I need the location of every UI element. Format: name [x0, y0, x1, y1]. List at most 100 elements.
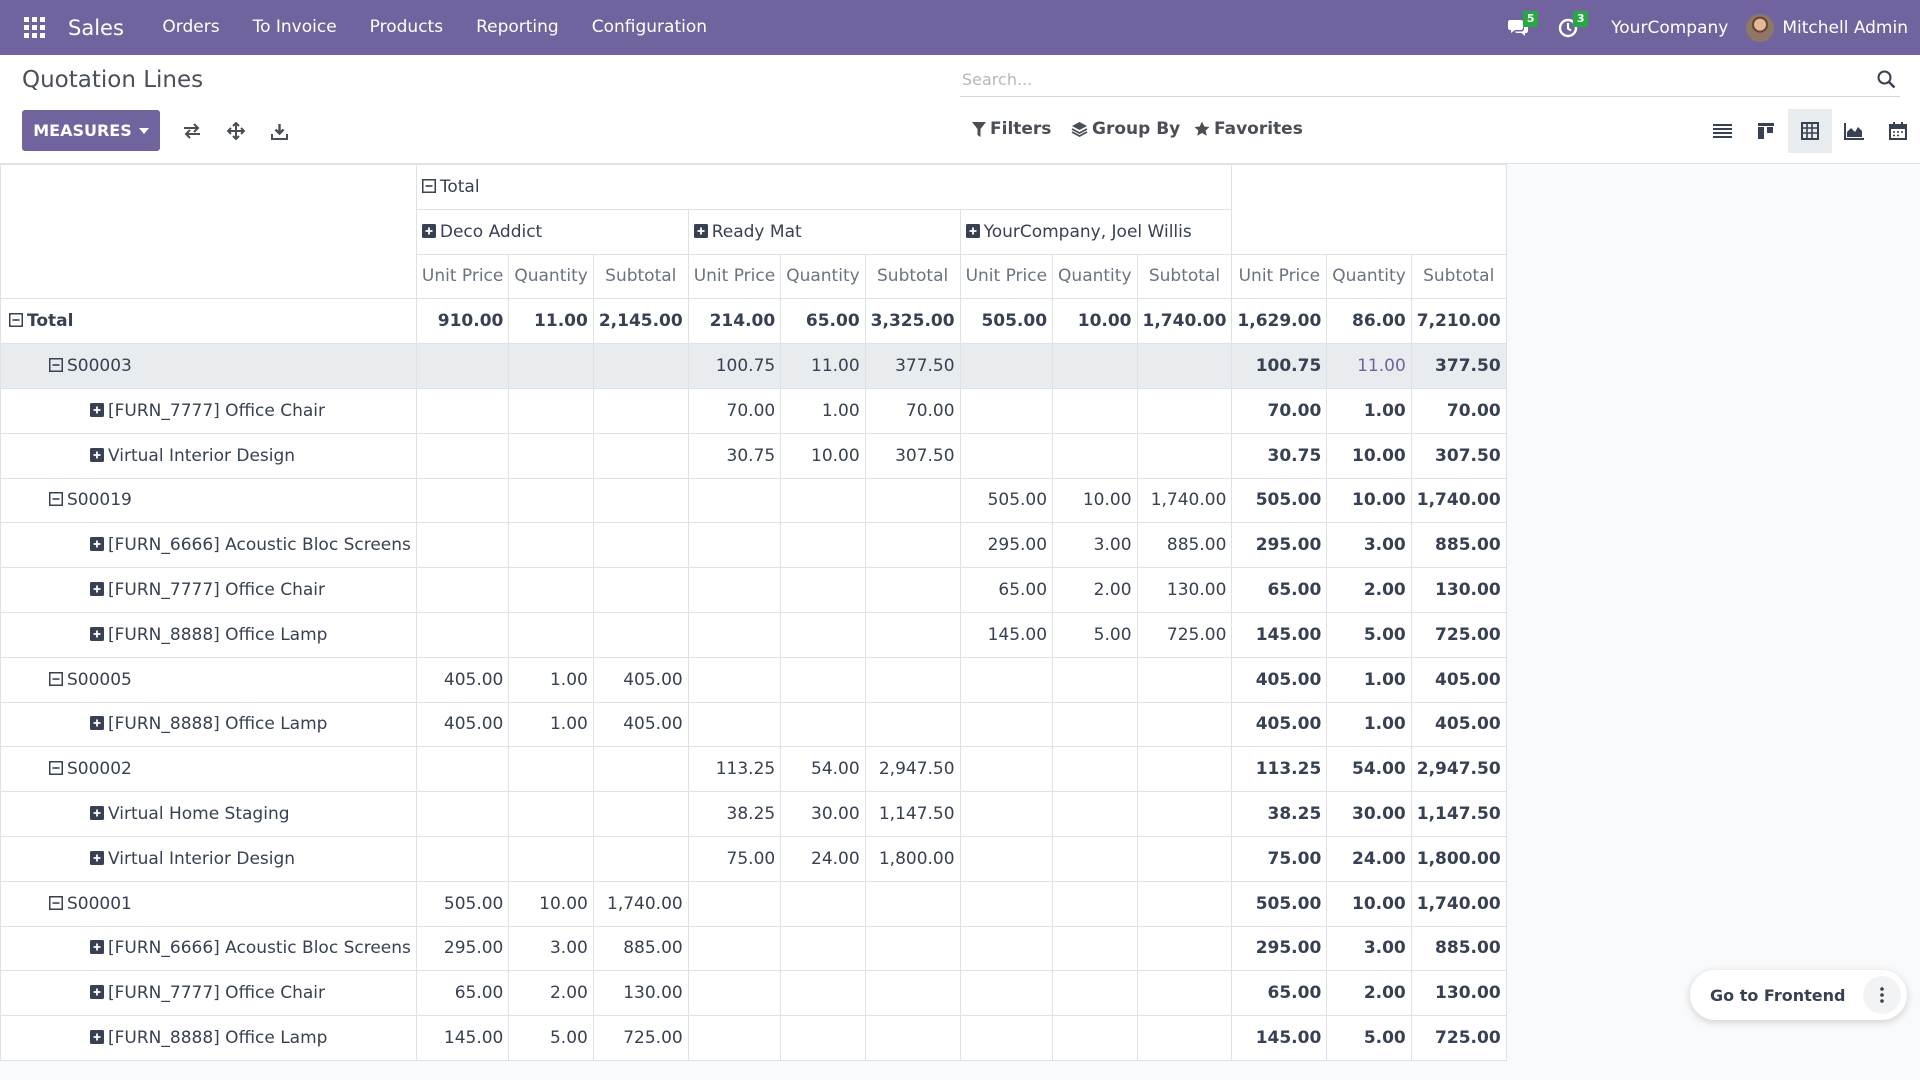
row-header[interactable]: [FURN_8888] Office Lamp: [0, 611, 417, 658]
search-input[interactable]: [960, 69, 1860, 89]
pivot-cell[interactable]: 405.00: [1231, 701, 1328, 748]
measure-header[interactable]: Unit Price: [687, 253, 782, 300]
pivot-cell[interactable]: 145.00: [415, 1015, 510, 1061]
view-kanban-button[interactable]: [1744, 109, 1788, 153]
row-header[interactable]: Virtual Interior Design: [0, 432, 417, 479]
pivot-cell[interactable]: 30.00: [1326, 791, 1412, 837]
pivot-cell[interactable]: 130.00: [1410, 970, 1507, 1017]
download-button[interactable]: [261, 115, 297, 147]
pivot-cell[interactable]: 885.00: [592, 925, 689, 972]
measure-header[interactable]: Quantity: [1052, 253, 1138, 300]
pivot-cell[interactable]: 2,145.00: [592, 298, 689, 345]
row-header[interactable]: S00001: [0, 880, 417, 927]
pivot-cell[interactable]: 1,147.50: [864, 791, 961, 837]
pivot-cell[interactable]: 1,740.00: [1410, 477, 1507, 524]
pivot-cell[interactable]: 1,740.00: [1136, 477, 1233, 524]
user-menu[interactable]: Mitchell Admin: [1746, 13, 1920, 42]
pivot-cell[interactable]: 3.00: [508, 925, 594, 972]
menu-to-invoice[interactable]: To Invoice: [252, 17, 337, 37]
pivot-cell[interactable]: 2.00: [1052, 567, 1138, 613]
pivot-cell[interactable]: 2.00: [508, 970, 594, 1017]
view-graph-button[interactable]: [1832, 109, 1876, 153]
pivot-cell[interactable]: 70.00: [1231, 387, 1328, 434]
pivot-cell[interactable]: 405.00: [415, 701, 510, 748]
pivot-cell[interactable]: 1,740.00: [1136, 298, 1233, 345]
pivot-cell[interactable]: 1,740.00: [592, 880, 689, 927]
pivot-cell[interactable]: 725.00: [1136, 611, 1233, 658]
pivot-cell[interactable]: 405.00: [415, 656, 510, 703]
pivot-cell[interactable]: 295.00: [415, 925, 510, 972]
measure-header[interactable]: Subtotal: [1136, 253, 1233, 300]
messages-button[interactable]: 5: [1493, 0, 1543, 55]
col-header-yourcompany-joel-willis[interactable]: YourCompany, Joel Willis: [959, 208, 1233, 255]
filters-toggle[interactable]: Filters: [972, 119, 1051, 139]
more-options-button[interactable]: [1863, 976, 1902, 1014]
pivot-cell[interactable]: 54.00: [1326, 746, 1412, 793]
pivot-cell[interactable]: 725.00: [1410, 611, 1507, 658]
view-pivot-button[interactable]: [1788, 109, 1832, 153]
pivot-cell[interactable]: 3.00: [1326, 522, 1412, 569]
pivot-cell[interactable]: 10.00: [1326, 432, 1412, 479]
pivot-cell[interactable]: 1,800.00: [1410, 835, 1507, 882]
measure-header[interactable]: Unit Price: [959, 253, 1054, 300]
col-header-ready-mat[interactable]: Ready Mat: [687, 208, 961, 255]
pivot-cell[interactable]: 70.00: [864, 387, 961, 434]
pivot-cell[interactable]: 24.00: [1326, 835, 1412, 882]
row-header[interactable]: [FURN_7777] Office Chair: [0, 387, 417, 434]
pivot-cell[interactable]: 75.00: [1231, 835, 1328, 882]
measure-header[interactable]: Subtotal: [1410, 253, 1507, 300]
pivot-cell[interactable]: 3.00: [1326, 925, 1412, 972]
row-header[interactable]: [FURN_6666] Acoustic Bloc Screens: [0, 522, 417, 569]
pivot-cell[interactable]: 11.00: [780, 343, 866, 389]
groupby-toggle[interactable]: Group By: [1071, 119, 1180, 139]
row-header[interactable]: Virtual Home Staging: [0, 791, 417, 837]
pivot-cell[interactable]: 3,325.00: [864, 298, 961, 345]
pivot-cell[interactable]: 100.75: [1231, 343, 1328, 389]
pivot-cell[interactable]: 10.00: [1052, 298, 1138, 345]
menu-orders[interactable]: Orders: [162, 17, 220, 37]
view-list-button[interactable]: [1700, 109, 1744, 153]
pivot-cell[interactable]: 505.00: [959, 477, 1054, 524]
pivot-cell[interactable]: 1,800.00: [864, 835, 961, 882]
pivot-cell[interactable]: 65.00: [959, 567, 1054, 613]
pivot-cell[interactable]: 65.00: [1231, 567, 1328, 613]
pivot-cell[interactable]: 5.00: [1052, 611, 1138, 658]
pivot-cell[interactable]: 10.00: [508, 880, 594, 927]
pivot-cell[interactable]: 30.75: [1231, 432, 1328, 479]
pivot-cell[interactable]: 10.00: [1326, 880, 1412, 927]
row-header[interactable]: S00003: [0, 343, 417, 389]
activities-button[interactable]: 3: [1543, 0, 1593, 55]
col-header-deco-addict[interactable]: Deco Addict: [415, 208, 689, 255]
pivot-cell[interactable]: 145.00: [1231, 611, 1328, 658]
pivot-cell[interactable]: 5.00: [508, 1015, 594, 1061]
pivot-cell[interactable]: 405.00: [592, 701, 689, 748]
pivot-cell[interactable]: 10.00: [780, 432, 866, 479]
pivot-cell[interactable]: 3.00: [1052, 522, 1138, 569]
measure-header[interactable]: Subtotal: [864, 253, 961, 300]
pivot-cell[interactable]: 2.00: [1326, 567, 1412, 613]
pivot-cell[interactable]: 130.00: [1410, 567, 1507, 613]
measure-header[interactable]: Subtotal: [592, 253, 689, 300]
pivot-cell[interactable]: 885.00: [1410, 925, 1507, 972]
pivot-cell[interactable]: 100.75: [687, 343, 782, 389]
pivot-cell[interactable]: 307.50: [864, 432, 961, 479]
pivot-cell[interactable]: 70.00: [687, 387, 782, 434]
pivot-cell[interactable]: 214.00: [687, 298, 782, 345]
flip-axis-button[interactable]: [174, 115, 210, 147]
measure-header[interactable]: Quantity: [508, 253, 594, 300]
row-header[interactable]: S00019: [0, 477, 417, 524]
pivot-cell[interactable]: 2,947.50: [864, 746, 961, 793]
row-header[interactable]: [FURN_7777] Office Chair: [0, 567, 417, 613]
menu-configuration[interactable]: Configuration: [591, 17, 708, 37]
pivot-cell[interactable]: 405.00: [1231, 656, 1328, 703]
pivot-cell[interactable]: 38.25: [1231, 791, 1328, 837]
pivot-cell[interactable]: 295.00: [1231, 925, 1328, 972]
pivot-cell[interactable]: 885.00: [1136, 522, 1233, 569]
pivot-cell[interactable]: 30.75: [687, 432, 782, 479]
pivot-cell[interactable]: 113.25: [1231, 746, 1328, 793]
pivot-cell[interactable]: 405.00: [1410, 656, 1507, 703]
pivot-cell[interactable]: 10.00: [1052, 477, 1138, 524]
expand-all-button[interactable]: [218, 115, 254, 147]
pivot-cell[interactable]: 38.25: [687, 791, 782, 837]
pivot-cell[interactable]: 65.00: [1231, 970, 1328, 1017]
